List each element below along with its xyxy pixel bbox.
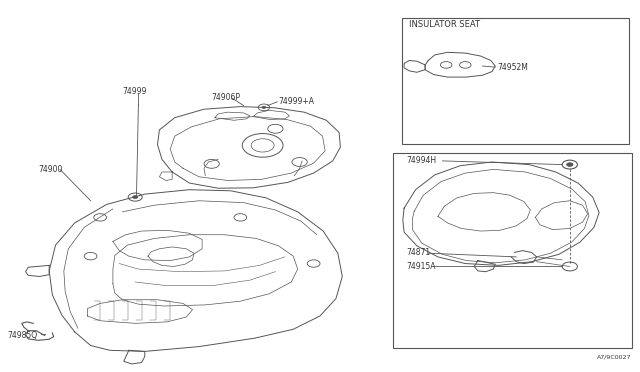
Text: 74994H: 74994H bbox=[406, 155, 436, 165]
Text: INSULATOR SEAT: INSULATOR SEAT bbox=[409, 20, 480, 29]
Circle shape bbox=[566, 163, 573, 166]
Bar bbox=[394, 153, 632, 349]
Text: 74952M: 74952M bbox=[497, 63, 528, 72]
Text: 74985Q: 74985Q bbox=[8, 331, 38, 340]
Bar bbox=[401, 18, 629, 144]
Circle shape bbox=[262, 106, 266, 109]
Text: A7/9C0027: A7/9C0027 bbox=[596, 354, 631, 359]
Text: 74900: 74900 bbox=[38, 165, 63, 174]
Text: 74915A: 74915A bbox=[406, 262, 436, 271]
Text: 74871: 74871 bbox=[406, 248, 430, 257]
Circle shape bbox=[132, 196, 138, 199]
Text: 74999: 74999 bbox=[122, 87, 147, 96]
Text: 74999+A: 74999+A bbox=[278, 97, 315, 106]
Text: 74906P: 74906P bbox=[212, 93, 241, 102]
